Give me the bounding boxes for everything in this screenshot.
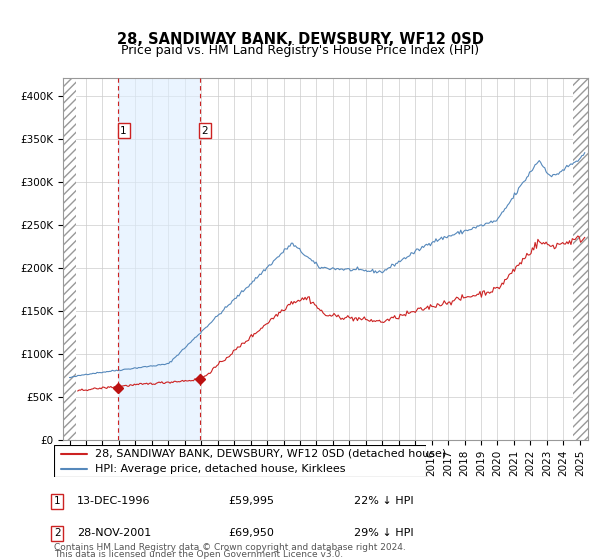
Text: HPI: Average price, detached house, Kirklees: HPI: Average price, detached house, Kirk… xyxy=(95,464,346,474)
Text: 1: 1 xyxy=(54,496,61,506)
Text: 29% ↓ HPI: 29% ↓ HPI xyxy=(354,528,413,538)
Text: 28-NOV-2001: 28-NOV-2001 xyxy=(77,528,151,538)
Bar xyxy=(573,78,588,440)
Text: Price paid vs. HM Land Registry's House Price Index (HPI): Price paid vs. HM Land Registry's House … xyxy=(121,44,479,57)
Text: 2: 2 xyxy=(202,126,208,136)
Text: 2: 2 xyxy=(54,528,61,538)
Text: 22% ↓ HPI: 22% ↓ HPI xyxy=(354,496,413,506)
Text: £59,995: £59,995 xyxy=(228,496,274,506)
Text: 28, SANDIWAY BANK, DEWSBURY, WF12 0SD (detached house): 28, SANDIWAY BANK, DEWSBURY, WF12 0SD (d… xyxy=(95,449,446,459)
Text: 13-DEC-1996: 13-DEC-1996 xyxy=(77,496,151,506)
Text: 28, SANDIWAY BANK, DEWSBURY, WF12 0SD: 28, SANDIWAY BANK, DEWSBURY, WF12 0SD xyxy=(116,32,484,46)
Text: £69,950: £69,950 xyxy=(228,528,274,538)
Text: This data is licensed under the Open Government Licence v3.0.: This data is licensed under the Open Gov… xyxy=(54,550,343,559)
Text: 1: 1 xyxy=(120,126,127,136)
Text: Contains HM Land Registry data © Crown copyright and database right 2024.: Contains HM Land Registry data © Crown c… xyxy=(54,543,406,552)
Bar xyxy=(118,78,200,440)
Bar xyxy=(63,78,76,440)
